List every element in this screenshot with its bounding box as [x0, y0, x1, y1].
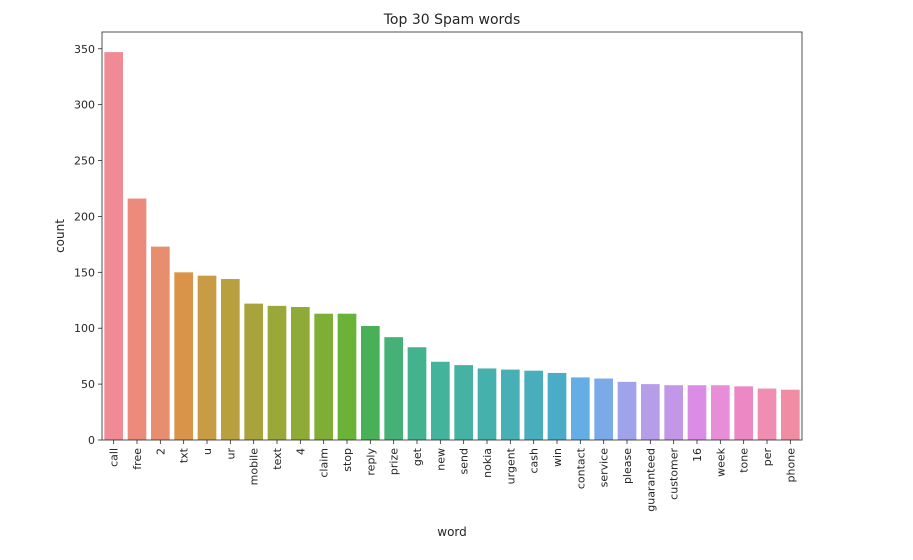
y-tick-label: 300 — [74, 99, 95, 112]
bar-service — [594, 378, 613, 440]
y-tick-label: 250 — [74, 155, 95, 168]
bar-customer — [664, 385, 683, 440]
x-tick-label: tone — [738, 448, 751, 473]
y-tick-label: 200 — [74, 210, 95, 223]
bar-urgent — [501, 369, 520, 440]
bar-16 — [687, 385, 707, 440]
y-axis: 0 50 100 150 200 250 300 350 — [74, 43, 102, 447]
bar-win — [547, 372, 567, 440]
x-tick-label: u — [201, 448, 214, 455]
x-tick-label: get — [411, 447, 424, 466]
x-tick-label: customer — [668, 448, 681, 500]
bar-call — [104, 52, 123, 441]
plot-frame — [101, 31, 803, 441]
bar-please — [617, 381, 637, 440]
x-tick-label: service — [598, 448, 611, 488]
bar-new — [431, 361, 450, 440]
x-tick-label: urgent — [504, 447, 517, 484]
bar-nokia — [477, 368, 497, 440]
y-tick-label: 0 — [88, 434, 95, 447]
x-tick-label: txt — [178, 447, 191, 463]
x-tick-label: stop — [341, 448, 354, 472]
x-tick-label: 16 — [691, 448, 704, 462]
bar-txt — [174, 272, 193, 440]
x-tick-label: mobile — [248, 448, 261, 486]
x-tick-label: send — [458, 448, 471, 474]
bar-ur — [221, 279, 240, 440]
chart-title: Top 30 Spam words — [383, 12, 521, 28]
bar-free — [127, 198, 147, 440]
bar-week — [711, 385, 730, 440]
bar-contact — [571, 377, 590, 440]
x-tick-label: 4 — [294, 448, 307, 455]
y-tick-label: 350 — [74, 43, 95, 56]
bar-mobile — [244, 303, 263, 440]
x-axis: call free 2 txt u ur mobile text 4 claim stop reply… — [108, 440, 797, 512]
x-tick-label: text — [271, 447, 284, 469]
x-tick-label: ur — [224, 448, 237, 460]
bar-send — [454, 365, 473, 440]
x-tick-label: cash — [528, 448, 541, 474]
y-tick-label: 50 — [81, 378, 95, 391]
x-tick-label: guaranteed — [644, 448, 657, 512]
x-tick-label: call — [108, 448, 121, 467]
x-tick-label: free — [131, 448, 144, 470]
x-tick-label: reply — [364, 448, 377, 476]
x-tick-label: per — [761, 448, 774, 467]
bar-cash — [524, 370, 543, 440]
bar-per — [757, 388, 777, 440]
bar-phone — [781, 389, 800, 440]
bar-guaranteed — [641, 384, 660, 440]
y-tick-label: 150 — [74, 266, 95, 279]
x-tick-label: 2 — [154, 448, 167, 455]
y-axis-label: count — [53, 219, 67, 253]
bar-u — [197, 275, 217, 440]
x-tick-label: phone — [784, 448, 797, 483]
x-tick-label: please — [621, 448, 634, 484]
bar-stop — [337, 313, 357, 440]
bar-prize — [384, 337, 403, 440]
bar-4 — [291, 306, 310, 440]
x-tick-label: contact — [574, 447, 587, 489]
x-axis-label: word — [437, 525, 467, 539]
x-tick-label: claim — [318, 448, 331, 478]
bar-tone — [734, 386, 753, 440]
y-tick-label: 100 — [74, 322, 95, 335]
x-tick-label: prize — [388, 448, 401, 475]
bar-claim — [314, 313, 333, 440]
x-tick-label: win — [551, 448, 564, 467]
bars-group — [104, 52, 800, 441]
bar-get — [407, 347, 427, 440]
x-tick-label: week — [714, 447, 727, 477]
bar-2 — [151, 246, 170, 440]
bar-text — [267, 305, 287, 440]
x-tick-label: new — [434, 448, 447, 471]
bar-reply — [361, 325, 380, 440]
x-tick-label: nokia — [481, 448, 494, 478]
